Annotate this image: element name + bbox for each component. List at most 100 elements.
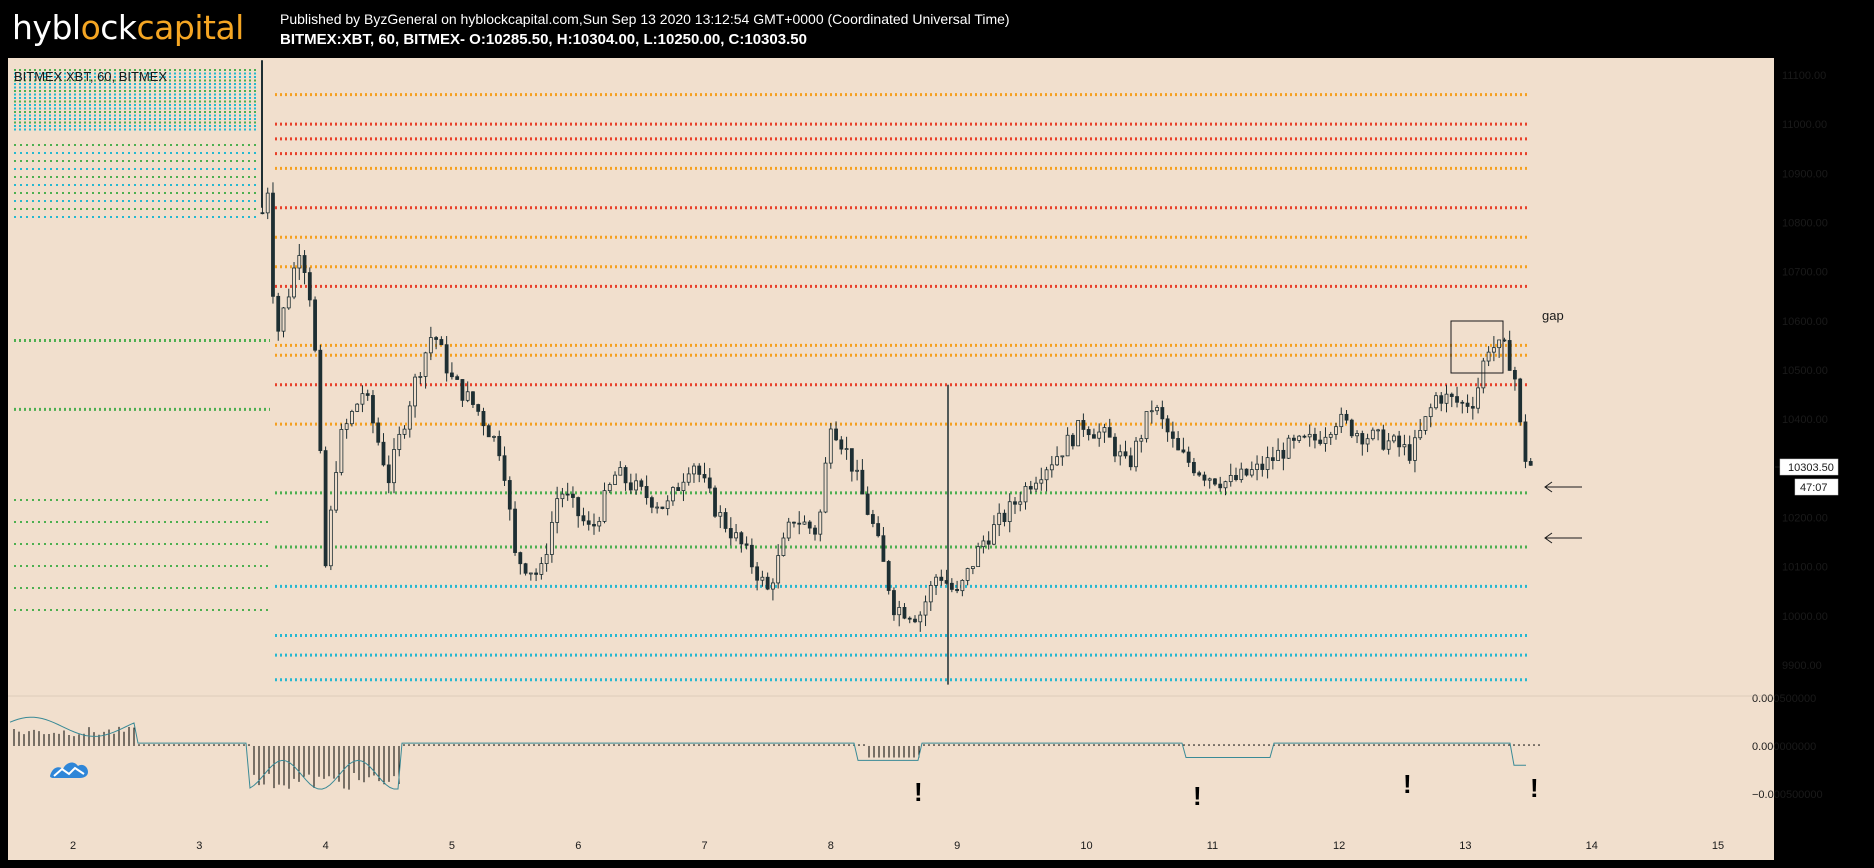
candle-body [1218, 483, 1223, 489]
candle-body [618, 467, 623, 476]
candle-body [1139, 438, 1144, 442]
candle-body [444, 344, 449, 374]
oscillator-tick-label: 0.000500000 [1752, 693, 1816, 705]
price-tick-label: 11100.00 [1782, 70, 1826, 82]
candle-body [1292, 437, 1296, 441]
candle-body [586, 520, 591, 525]
candle-body [428, 337, 433, 354]
candle-body [1428, 407, 1433, 418]
candle-body [297, 255, 302, 269]
candle-body [1518, 378, 1523, 423]
candle-body [1192, 461, 1196, 474]
candle-body [934, 576, 938, 586]
candle-body [418, 376, 423, 378]
candle-body [281, 307, 286, 332]
candle-body [897, 607, 902, 616]
candle-body [1160, 407, 1165, 420]
time-tick-label: 14 [1586, 840, 1598, 852]
candle-body [1060, 455, 1065, 458]
candle-body [549, 522, 554, 555]
candle-body [1439, 395, 1444, 404]
candle-body [1092, 434, 1096, 439]
time-tick-label: 7 [702, 840, 708, 852]
candle-body [318, 349, 323, 451]
candle-body [1349, 419, 1354, 437]
last-price-value: 10303.50 [1788, 462, 1834, 474]
candle-body [1434, 395, 1438, 409]
candle-body [602, 490, 607, 522]
candle-body [528, 572, 533, 575]
price-tick-label: 10700.00 [1782, 267, 1828, 279]
candle-body [1023, 486, 1028, 503]
candle-body [713, 487, 717, 517]
candle-body [513, 508, 517, 553]
header-bar: hyblockcapital Published by ByzGeneral o… [0, 0, 1874, 58]
oscillator-panel: 0.000500000 0.000000000 −0.000500000 [8, 693, 1823, 801]
candle-body [1297, 435, 1302, 441]
candle-body [628, 482, 633, 491]
candle-body [1028, 486, 1033, 490]
candle-body [465, 391, 470, 401]
time-tick-label: 3 [196, 840, 202, 852]
hyblock-watermark-icon [50, 762, 88, 778]
candle-body [697, 465, 702, 475]
candle-body [539, 563, 544, 575]
candle-body [755, 566, 760, 581]
candle-body [360, 393, 365, 405]
candle-body [1018, 501, 1023, 505]
time-tick-label: 6 [575, 840, 581, 852]
time-tick-label: 5 [449, 840, 455, 852]
candle-body [1165, 418, 1170, 433]
candle-body [1107, 427, 1112, 438]
bar-countdown: 47:07 [1800, 482, 1828, 494]
candle-body [960, 580, 965, 592]
time-tick-label: 4 [323, 840, 329, 852]
candle-body [1260, 463, 1265, 470]
time-tick-label: 8 [828, 840, 834, 852]
candle-body [355, 403, 360, 412]
candle-body [1170, 431, 1175, 439]
candle-body [928, 585, 933, 603]
candle-body [1423, 416, 1428, 431]
candle-body [1286, 437, 1291, 459]
candle-body [1249, 469, 1254, 476]
candle-body [849, 448, 854, 472]
candle-body [1344, 413, 1349, 421]
candle-body [723, 512, 728, 529]
candle-body [1223, 481, 1228, 489]
candle-body [1013, 501, 1017, 505]
candle-body [744, 543, 749, 546]
candle-body [1144, 411, 1149, 440]
candle-body [686, 473, 691, 483]
candle-body [1402, 444, 1407, 448]
candle-body [818, 511, 823, 535]
candle-body [1360, 433, 1365, 445]
candle-body [502, 455, 507, 481]
price-tick-label: 10600.00 [1782, 316, 1828, 328]
candle-body [1007, 501, 1012, 523]
time-tick-label: 12 [1333, 840, 1345, 852]
candle-body [765, 576, 770, 590]
candle-body [1234, 475, 1238, 481]
candle-body [902, 607, 907, 619]
candle-body [1070, 434, 1075, 447]
candle-body [639, 480, 644, 487]
candle-body [1276, 449, 1281, 461]
candle-body [923, 601, 928, 616]
candle-body [1376, 429, 1380, 432]
candle-body [655, 506, 660, 509]
candle-body [1523, 421, 1528, 462]
candle-body [1181, 449, 1186, 453]
candle-body [571, 493, 575, 498]
candle-body [802, 521, 807, 525]
candle-body [381, 441, 386, 466]
candle-body [1328, 434, 1333, 438]
candle-body [523, 563, 528, 574]
candle-body [597, 520, 602, 527]
candle-body [855, 469, 860, 472]
candle-body [371, 395, 375, 424]
candle-body [986, 540, 991, 545]
candle-body [776, 555, 781, 584]
candle-body [797, 522, 802, 525]
